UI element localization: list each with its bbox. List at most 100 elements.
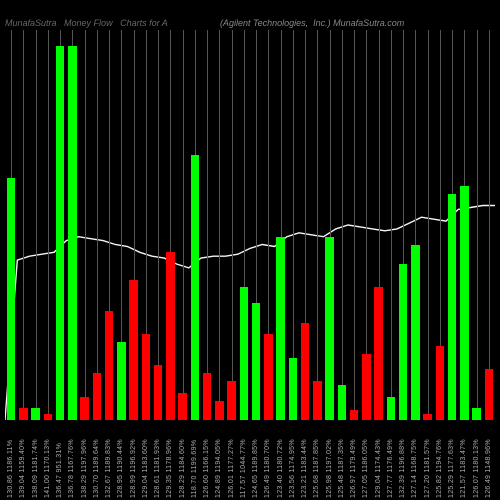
x-tick-label: 136.47 951.31%: [56, 443, 63, 498]
grid-line: [232, 30, 233, 420]
title-suffix: (Agilent Technologies, Inc.) MunafaSutra…: [220, 18, 404, 28]
grid-line: [97, 30, 98, 420]
volume-bar: [68, 46, 77, 420]
volume-bar: [105, 311, 114, 420]
chart-title: MunafaSutra Money Flow Charts for A (Agi…: [0, 8, 500, 28]
volume-bar: [350, 410, 359, 420]
x-tick-label: 117.57 1044.77%: [240, 439, 247, 498]
price-line: [5, 30, 495, 420]
x-tick-label: 141.00 1170.13%: [44, 439, 51, 498]
grid-line: [207, 30, 208, 420]
x-tick-label: 126.97 1179.49%: [350, 439, 357, 498]
volume-bar: [289, 358, 298, 420]
grid-line: [489, 30, 490, 420]
grid-line: [477, 30, 478, 420]
grid-line: [219, 30, 220, 420]
x-tick-label: 139.04 1159.40%: [19, 439, 26, 498]
volume-bar: [7, 178, 16, 420]
x-tick-label: 129.35 1178.96%: [166, 439, 173, 498]
volume-bar: [227, 381, 236, 420]
x-tick-label: 123.21 1183.44%: [301, 439, 308, 498]
grid-line: [428, 30, 429, 420]
volume-bar: [313, 381, 322, 420]
x-tick-label: 127.77 1176.49%: [387, 439, 394, 498]
volume-bar: [411, 245, 420, 421]
x-axis-labels: 130.86 1186.11% 139.04 1159.40% 138.09 118…: [5, 420, 495, 500]
x-tick-label: 130.70 1189.64%: [93, 439, 100, 498]
x-tick-label: 125.98 1197.02%: [326, 439, 333, 498]
x-tick-label: 126.49 1148.96%: [485, 439, 492, 498]
x-tick-label: 138.09 1181.74%: [32, 439, 39, 498]
grid-line: [391, 30, 392, 420]
x-tick-label: 125.48 1187.35%: [338, 439, 345, 498]
volume-bar: [264, 334, 273, 420]
volume-bar: [252, 303, 261, 420]
volume-bar: [362, 354, 371, 420]
volume-bar: [191, 155, 200, 420]
volume-bar: [93, 373, 102, 420]
trend-line: [5, 206, 495, 421]
x-tick-label: 125.29 1177.63%: [448, 439, 455, 498]
volume-bar: [166, 252, 175, 420]
title-prefix: MunafaSutra Money Flow Charts for A: [5, 18, 167, 28]
x-tick-label: 129.04 1174.43%: [375, 439, 382, 498]
grid-line: [342, 30, 343, 420]
volume-bar: [117, 342, 126, 420]
volume-bar: [472, 408, 481, 420]
volume-bar: [215, 401, 224, 421]
volume-bar: [129, 280, 138, 420]
money-flow-chart: [5, 30, 495, 420]
x-tick-label: 124.65 1189.85%: [252, 439, 259, 498]
x-tick-label: 129.04 1183.60%: [142, 439, 149, 498]
volume-bar: [240, 287, 249, 420]
volume-bar: [436, 346, 445, 420]
volume-bar: [460, 186, 469, 420]
volume-bar: [399, 264, 408, 420]
volume-bar: [338, 385, 347, 420]
x-tick-label: 126.07 1180.13%: [473, 439, 480, 498]
volume-bar: [485, 369, 494, 420]
volume-bar: [19, 408, 28, 420]
volume-bar: [31, 408, 40, 420]
x-tick-label: 124.89 1194.05%: [215, 439, 222, 498]
grid-line: [85, 30, 86, 420]
x-tick-label: 127.05 1186.05%: [362, 439, 369, 498]
grid-line: [354, 30, 355, 420]
volume-bar: [276, 237, 285, 420]
x-tick-label: 118.70 1199.69%: [191, 440, 198, 498]
volume-bar: [387, 397, 396, 420]
volume-bar: [154, 365, 163, 420]
x-tick-label: 123.56 1174.95%: [289, 439, 296, 498]
x-tick-label: 136.78 1167.76%: [68, 439, 75, 498]
volume-bar: [301, 323, 310, 421]
volume-bar: [80, 397, 89, 420]
x-tick-label: 127.20 1181.57%: [424, 439, 431, 498]
x-tick-label: 126.60 1166.15%: [203, 439, 210, 498]
volume-bar: [448, 194, 457, 420]
grid-line: [36, 30, 37, 420]
x-tick-label: 125.68 1187.85%: [313, 439, 320, 498]
volume-bar: [203, 373, 212, 420]
x-tick-label: 132.67 1189.83%: [105, 439, 112, 498]
volume-bar: [374, 287, 383, 420]
grid-line: [183, 30, 184, 420]
x-tick-label: 123.40 1180.72%: [277, 439, 284, 498]
volume-bar: [178, 393, 187, 420]
x-tick-label: 130.86 1186.11%: [7, 440, 14, 498]
grid-line: [23, 30, 24, 420]
x-tick-label: 127.14 1168.75%: [411, 439, 418, 498]
x-tick-label: 128.95 1190.44%: [117, 439, 124, 498]
volume-bar: [142, 334, 151, 420]
x-tick-label: 121.57 1183.47%: [460, 439, 467, 498]
x-tick-label: 132.39 1196.88%: [399, 439, 406, 498]
x-tick-label: 128.29 1184.60%: [179, 439, 186, 498]
x-tick-label: 128.99 1196.92%: [130, 439, 137, 498]
x-tick-label: 138.29 1197.96%: [81, 439, 88, 498]
grid-line: [158, 30, 159, 420]
grid-line: [48, 30, 49, 420]
volume-bar: [56, 46, 65, 420]
x-tick-label: 128.61 1181.93%: [154, 439, 161, 498]
x-tick-label: 126.01 1177.27%: [228, 439, 235, 498]
volume-bar: [325, 237, 334, 420]
x-tick-label: 125.82 1194.76%: [436, 439, 443, 498]
